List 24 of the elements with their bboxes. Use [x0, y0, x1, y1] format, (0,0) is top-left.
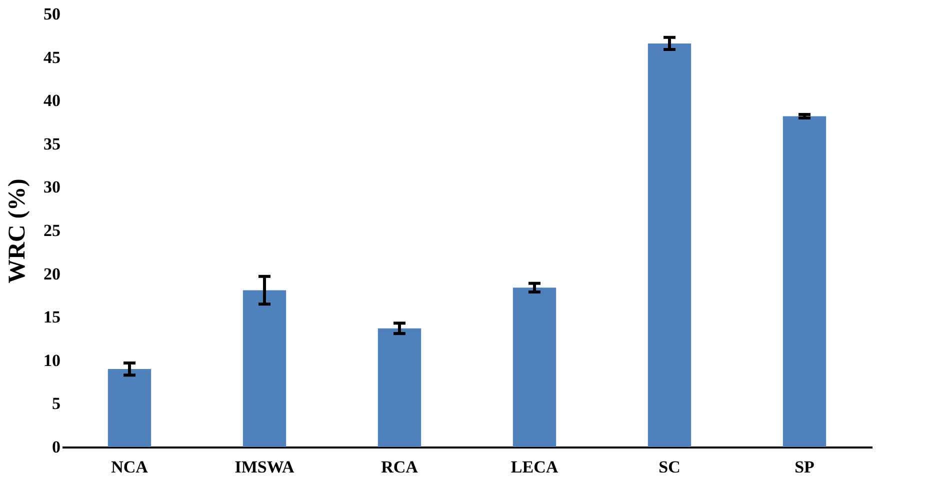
y-tick-label: 5 [52, 394, 60, 414]
y-axis-title: WRC (%) [4, 178, 30, 284]
x-tick-label: LECA [510, 458, 559, 476]
y-tick-label: 25 [44, 221, 60, 240]
bar [512, 288, 556, 447]
x-tick-label: SC [658, 458, 680, 476]
x-tick-label: RCA [381, 458, 419, 476]
y-tick-label: 0 [52, 438, 60, 456]
y-tick-label: 45 [44, 48, 60, 67]
y-tick-label: 50 [44, 4, 60, 24]
bar [378, 328, 422, 447]
y-tick-label: 40 [44, 91, 60, 110]
y-tick-label: 10 [44, 350, 60, 370]
bar [108, 369, 152, 447]
bar [782, 116, 826, 447]
y-tick-label: 30 [44, 178, 60, 197]
x-tick-label: NCA [111, 458, 149, 476]
y-tick-label: 35 [44, 134, 60, 154]
x-tick-label: SP [794, 458, 814, 476]
y-tick-label: 15 [44, 308, 60, 327]
bar [242, 290, 286, 447]
bar [648, 43, 692, 447]
x-tick-label: IMSWA [234, 458, 295, 476]
y-tick-label: 20 [44, 264, 60, 284]
